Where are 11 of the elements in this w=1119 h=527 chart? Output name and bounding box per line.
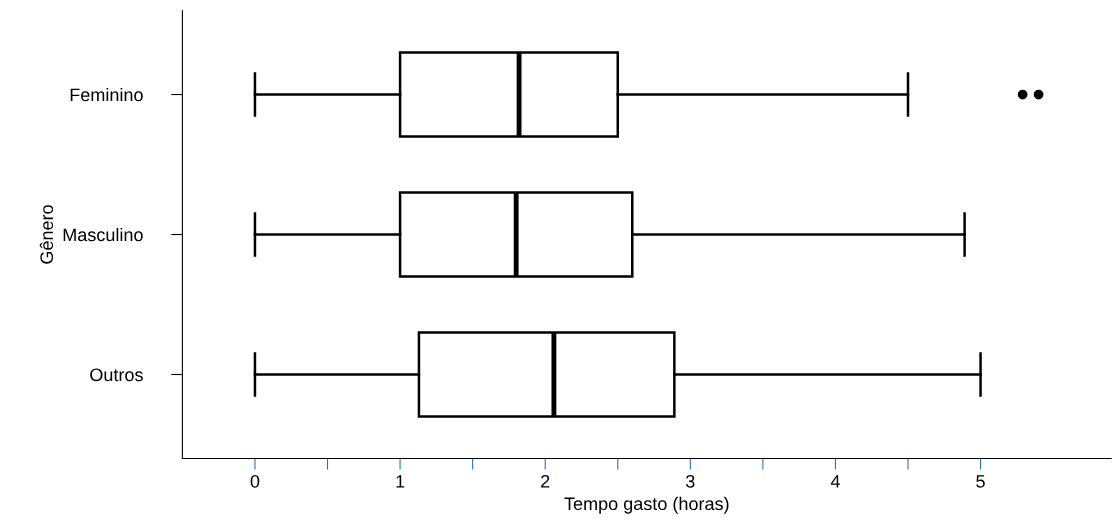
y-tick-label: Feminino — [70, 87, 143, 102]
y-tick-label: Masculino — [63, 227, 143, 242]
x-tick-label: 3 — [685, 474, 695, 488]
y-tick-label: Outros — [90, 368, 143, 382]
x-tick-label: 1 — [396, 475, 405, 488]
y-axis-title: Gênero — [39, 205, 54, 264]
x-axis-title: Tempo gasto (horas) — [564, 496, 729, 514]
x-tick-label: 0 — [250, 474, 260, 488]
x-tick-label: 2 — [541, 474, 550, 488]
x-tick-label: 5 — [976, 475, 985, 488]
x-tick-label: 4 — [830, 475, 840, 488]
